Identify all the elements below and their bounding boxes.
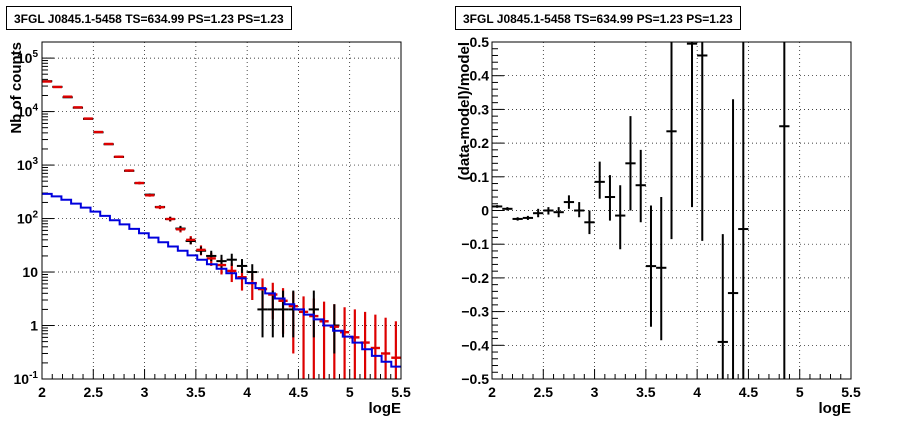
left-x-tick-label: 5.5 <box>391 384 411 400</box>
right-x-tick-label: 3.5 <box>636 384 656 400</box>
left-x-tick-label: 2.5 <box>84 384 104 400</box>
right-x-axis-label: logE <box>819 400 852 417</box>
left-y-tick-label: 1 <box>30 318 38 334</box>
right-x-tick-label: 2 <box>488 384 496 400</box>
right-y-tick-label: 0.1 <box>470 169 490 185</box>
right-plot-title: 3FGL J0845.1-5458 TS=634.99 PS=1.23 PS=1… <box>455 6 741 30</box>
right-x-tick-label: 4.5 <box>739 384 759 400</box>
left-x-axis-label: logE <box>369 400 402 417</box>
right-x-tick-label: 5 <box>796 384 804 400</box>
right-x-tick-label: 4 <box>693 384 701 400</box>
right-y-tick-label: −0.5 <box>461 371 489 387</box>
left-plot-area <box>42 42 401 379</box>
left-plot: 2 2.5 3 3.5 4 4.5 5 5.5 10-1 1 10 102 103 104 105 logE N… <box>8 41 411 417</box>
left-x-tick-label: 4.5 <box>289 384 309 400</box>
left-y-tick-label: 10 <box>22 264 38 280</box>
left-y-tick-label: 105 <box>17 49 39 66</box>
right-y-tick-label: 0.4 <box>470 68 490 84</box>
right-y-tick-label: −0.1 <box>461 236 489 252</box>
left-x-tick-label: 5 <box>346 384 354 400</box>
right-y-tick-label: −0.2 <box>461 270 489 286</box>
right-y-tick-label: 0.2 <box>470 135 490 151</box>
right-y-tick-label: 0.5 <box>470 34 490 50</box>
source-model-step <box>42 192 401 368</box>
left-x-tick-label: 2 <box>38 384 46 400</box>
right-x-tick-label: 2.5 <box>534 384 554 400</box>
right-x-tick-label: 5.5 <box>841 384 861 400</box>
left-x-tick-label: 3 <box>141 384 149 400</box>
left-x-tick-label: 3.5 <box>186 384 206 400</box>
right-plot: 2 2.5 3 3.5 4 4.5 5 5.5 −0.5 −0.4 −0.3 −0.2 −0.1 0 0.1… <box>456 34 861 417</box>
right-y-tick-label: −0.3 <box>461 304 489 320</box>
right-y-tick-label: 0 <box>481 203 489 219</box>
left-plot-frame <box>41 41 402 380</box>
right-x-tick-label: 3 <box>591 384 599 400</box>
left-plot-title: 3FGL J0845.1-5458 TS=634.99 PS=1.23 PS=1… <box>6 6 292 30</box>
left-y-axis-label: Nb of counts <box>8 42 25 134</box>
right-plot-frame <box>491 41 852 380</box>
left-y-tick-label: 103 <box>17 156 39 173</box>
left-y-tick-label: 10-1 <box>14 370 39 387</box>
right-y-tick-label: −0.4 <box>461 337 489 353</box>
left-y-tick-label: 104 <box>17 103 39 120</box>
right-y-axis-label: (data-model)/model <box>456 42 473 180</box>
right-y-tick-label: 0.3 <box>470 101 490 117</box>
left-y-tick-label: 102 <box>17 210 39 227</box>
left-x-tick-label: 4 <box>243 384 251 400</box>
